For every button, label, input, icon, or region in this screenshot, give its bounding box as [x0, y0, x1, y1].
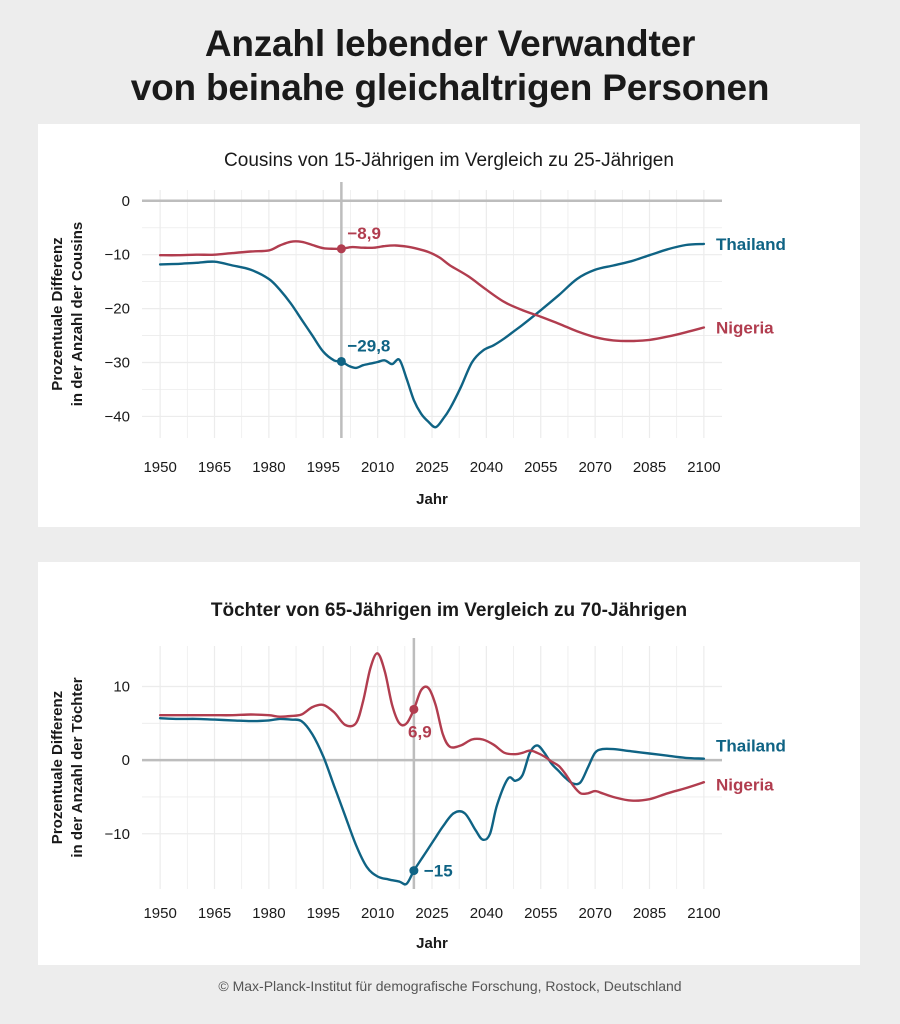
y-axis-title: Prozentuale Differenz — [49, 237, 66, 390]
y-tick-label: −10 — [105, 247, 130, 264]
x-tick-label: 2055 — [524, 905, 557, 922]
x-tick-label: 1950 — [143, 459, 176, 476]
cousins-chart-panel: Cousins von 15-Jährigen im Vergleich zu … — [38, 124, 860, 527]
daughters-chart: Töchter von 65-Jährigen im Vergleich zu … — [49, 600, 786, 952]
chart-title: Töchter von 65-Jährigen im Vergleich zu … — [211, 600, 687, 621]
annotation-label-thailand: −29,8 — [347, 336, 390, 355]
x-tick-label: 2040 — [470, 459, 503, 476]
x-tick-label: 1995 — [307, 459, 340, 476]
x-tick-label: 2100 — [687, 905, 720, 922]
y-tick-label: −40 — [105, 408, 130, 425]
x-tick-label: 2085 — [633, 905, 666, 922]
x-tick-label: 1980 — [252, 905, 285, 922]
series-line-nigeria — [158, 652, 706, 802]
annotation-point-nigeria — [409, 704, 419, 714]
series-label-thailand: Thailand — [716, 736, 786, 755]
series-label-nigeria: Nigeria — [716, 775, 774, 794]
x-tick-label: 2070 — [578, 905, 611, 922]
annotation-label-nigeria: 6,9 — [408, 722, 432, 741]
series-label-thailand: Thailand — [716, 235, 786, 254]
y-tick-label: −10 — [105, 826, 130, 843]
y-axis-title: in der Anzahl der Cousins — [69, 222, 86, 406]
annotation-point-thailand — [336, 356, 346, 366]
series-line-nigeria — [158, 240, 706, 343]
x-tick-label: 2025 — [415, 905, 448, 922]
x-axis-title: Jahr — [416, 491, 448, 508]
x-tick-label: 1965 — [198, 905, 231, 922]
y-axis-title: Prozentuale Differenz — [49, 691, 66, 844]
series-label-nigeria: Nigeria — [716, 318, 774, 337]
y-tick-label: −20 — [105, 301, 130, 318]
x-tick-label: 2055 — [524, 459, 557, 476]
main-title-line1: Anzahl lebender Verwandter — [204, 23, 696, 64]
x-tick-label: 1980 — [252, 459, 285, 476]
x-tick-label: 1995 — [307, 905, 340, 922]
x-tick-label: 1965 — [198, 459, 231, 476]
x-tick-label: 2040 — [470, 905, 503, 922]
series-line-thailand — [158, 717, 706, 886]
x-tick-label: 2010 — [361, 905, 394, 922]
x-axis-title: Jahr — [416, 935, 448, 952]
y-tick-label: 0 — [122, 193, 130, 210]
annotation-point-nigeria — [336, 244, 346, 254]
cousins-chart: Cousins von 15-Jährigen im Vergleich zu … — [49, 150, 786, 508]
x-tick-label: 2085 — [633, 459, 666, 476]
x-tick-label: 2025 — [415, 459, 448, 476]
chart-title: Cousins von 15-Jährigen im Vergleich zu … — [224, 150, 674, 171]
y-axis-title: in der Anzahl der Töchter — [69, 677, 86, 857]
y-tick-label: 0 — [122, 752, 130, 769]
y-tick-label: 10 — [113, 679, 130, 696]
x-tick-label: 2010 — [361, 459, 394, 476]
daughters-chart-panel: Töchter von 65-Jährigen im Vergleich zu … — [38, 562, 860, 965]
annotation-label-thailand: −15 — [424, 862, 453, 881]
series-line-thailand — [158, 242, 706, 429]
annotation-label-nigeria: −8,9 — [347, 224, 381, 243]
main-title: Anzahl lebender Verwandter von beinahe g… — [0, 22, 900, 110]
x-tick-label: 1950 — [143, 905, 176, 922]
x-tick-label: 2100 — [687, 459, 720, 476]
copyright-footer: © Max-Planck-Institut für demografische … — [218, 978, 682, 994]
main-title-line2: von beinahe gleichaltrigen Personen — [130, 67, 770, 108]
x-tick-label: 2070 — [578, 459, 611, 476]
y-tick-label: −30 — [105, 355, 130, 372]
annotation-point-thailand — [409, 866, 419, 876]
